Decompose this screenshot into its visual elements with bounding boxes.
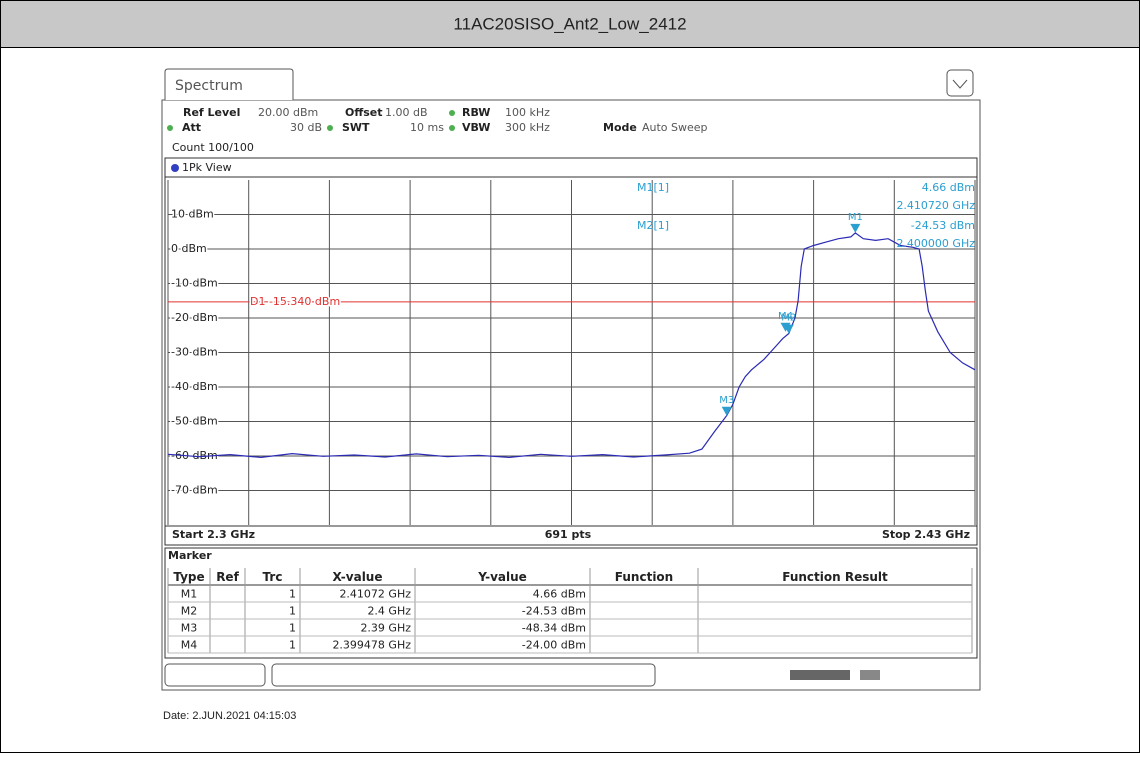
y-tick-label: 10 dBm xyxy=(171,208,214,221)
table-cell: M1 xyxy=(181,588,198,601)
marker-label: M4 xyxy=(778,311,793,322)
table-cell: M4 xyxy=(181,639,198,652)
tab xyxy=(164,68,294,100)
readout-label: M1[1] xyxy=(637,181,669,194)
tab-label: Spectrum xyxy=(175,78,243,94)
y-tick-label: -30 dBm xyxy=(171,346,218,359)
status-dot xyxy=(167,125,173,131)
table-cell: 1 xyxy=(289,622,296,635)
status-dot xyxy=(449,110,455,116)
table-cell: 1 xyxy=(289,639,296,652)
setting-value: 100 kHz xyxy=(505,106,550,119)
status-box xyxy=(271,663,656,687)
setting-value: Auto Sweep xyxy=(642,121,708,134)
marker-label: M2 xyxy=(781,313,796,324)
table-header: Y-value xyxy=(477,570,527,584)
readout-label: M2[1] xyxy=(637,219,669,232)
y-tick-label: -60 dBm xyxy=(171,449,218,462)
setting-label: Att xyxy=(182,121,201,134)
points-label: 691 pts xyxy=(545,528,592,541)
marker-label: M1 xyxy=(848,212,863,223)
table-header: Ref xyxy=(216,570,239,584)
status-box xyxy=(164,663,266,687)
setting-label: Offset xyxy=(345,106,383,119)
table-cell: 2.399478 GHz xyxy=(332,639,411,652)
readout-x: 2.410720 GHz xyxy=(896,199,975,212)
marker xyxy=(850,223,861,233)
date: Date: 2.JUN.2021 04:15:03 xyxy=(163,710,296,722)
stop-label: Stop 2.43 GHz xyxy=(882,528,970,541)
setting-value: 10 ms xyxy=(410,121,444,134)
setting-value: 1.00 dB xyxy=(385,106,428,119)
marker xyxy=(721,406,732,416)
status-dot xyxy=(449,125,455,131)
table-cell: 2.41072 GHz xyxy=(339,588,411,601)
y-tick-label: -40 dBm xyxy=(171,380,218,393)
table-header: Function xyxy=(615,570,673,584)
setting-value: 30 dB xyxy=(290,121,322,134)
setting-label: Mode xyxy=(603,121,637,134)
y-tick-label: -50 dBm xyxy=(171,415,218,428)
y-tick-label: -20 dBm xyxy=(171,311,218,324)
table-cell: -24.53 dBm xyxy=(522,605,586,618)
table-cell: 2.4 GHz xyxy=(367,605,411,618)
setting-value: 20.00 dBm xyxy=(258,106,318,119)
menu-icon[interactable] xyxy=(946,69,974,97)
table-cell: 1 xyxy=(289,588,296,601)
table-cell: 4.66 dBm xyxy=(533,588,586,601)
table-header: Trc xyxy=(263,570,283,584)
marker xyxy=(780,322,791,332)
setting-label: Ref Level xyxy=(183,106,240,119)
header-band xyxy=(0,0,1140,48)
table-cell: M3 xyxy=(181,622,198,635)
readout-x: 2.400000 GHz xyxy=(896,237,975,250)
setting-label: VBW xyxy=(462,121,490,134)
readout-y: -24.53 dBm xyxy=(911,219,975,232)
count: Count 100/100 xyxy=(172,141,254,154)
menu-icon-arrow xyxy=(952,79,968,89)
setting-label: SWT xyxy=(342,121,370,134)
table-cell: -48.34 dBm xyxy=(522,622,586,635)
view-label: 1Pk View xyxy=(182,161,232,174)
readout-y: 4.66 dBm xyxy=(922,181,975,194)
status-dot xyxy=(327,125,333,131)
table-cell: -24.00 dBm xyxy=(522,639,586,652)
table-cell: 2.39 GHz xyxy=(360,622,411,635)
y-tick-label: -70 dBm xyxy=(171,484,218,497)
marker-table-title: Marker xyxy=(168,549,212,562)
start-label: Start 2.3 GHz xyxy=(172,528,255,541)
header-title: 11AC20SISO_Ant2_Low_2412 xyxy=(453,14,686,33)
setting-value: 300 kHz xyxy=(505,121,550,134)
status-indicator xyxy=(860,670,880,680)
display-line-label: D1 -15.340 dBm xyxy=(250,295,340,308)
trace xyxy=(167,232,976,459)
table-header: Function Result xyxy=(782,570,888,584)
setting-label: RBW xyxy=(462,106,490,119)
table-header: Type xyxy=(173,570,204,584)
marker-label: M3 xyxy=(719,395,734,406)
status-indicator xyxy=(790,670,850,680)
table-header: X-value xyxy=(333,570,383,584)
table-cell: 1 xyxy=(289,605,296,618)
y-tick-label: 0 dBm xyxy=(171,242,207,255)
view-dot xyxy=(171,164,179,172)
y-tick-label: -10 dBm xyxy=(171,277,218,290)
table-cell: M2 xyxy=(181,605,198,618)
